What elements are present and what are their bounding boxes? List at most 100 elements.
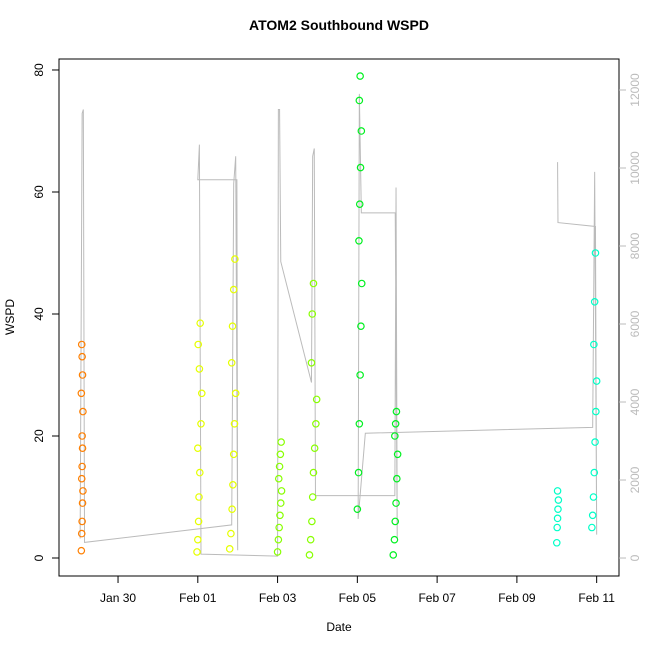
point	[308, 493, 317, 501]
point	[309, 279, 318, 288]
point	[194, 517, 203, 526]
point	[195, 468, 204, 477]
point	[277, 438, 285, 446]
point	[194, 444, 202, 452]
point	[592, 377, 601, 385]
point	[591, 438, 599, 446]
point	[229, 450, 238, 459]
point	[589, 493, 598, 501]
point	[552, 538, 561, 547]
point	[197, 419, 205, 428]
x-tick-label: Feb 01	[179, 591, 217, 605]
point	[308, 517, 316, 526]
point	[355, 96, 364, 105]
point	[308, 310, 317, 318]
altitude-line	[79, 93, 598, 557]
y-tick-label: 20	[32, 429, 46, 443]
point	[354, 468, 363, 477]
point	[310, 444, 319, 452]
point	[229, 285, 238, 294]
point	[553, 514, 562, 523]
point	[392, 407, 401, 416]
point	[79, 407, 87, 416]
point	[357, 322, 365, 330]
point	[393, 474, 401, 483]
point	[231, 389, 240, 398]
point	[312, 419, 320, 428]
y-tick-label: 0	[32, 554, 46, 561]
x-tick-label: Feb 05	[339, 591, 377, 605]
point	[78, 517, 86, 526]
point	[277, 487, 286, 495]
y2-tick-label: 2000	[628, 466, 642, 493]
point	[312, 395, 321, 404]
point	[357, 279, 366, 288]
point	[553, 523, 561, 532]
point	[390, 535, 399, 544]
point	[309, 468, 318, 477]
point	[554, 505, 562, 514]
point	[195, 493, 203, 501]
point	[356, 371, 364, 379]
point	[194, 535, 202, 544]
point	[276, 511, 284, 520]
point	[273, 548, 282, 556]
point	[274, 535, 283, 544]
point	[306, 535, 315, 544]
point	[195, 365, 204, 373]
point	[78, 432, 86, 440]
point	[357, 127, 366, 135]
point	[225, 545, 234, 553]
y2-tick-label: 6000	[628, 310, 642, 337]
y-tick-label: 40	[32, 307, 46, 321]
y2-tick-label: 8000	[628, 232, 642, 259]
point	[229, 481, 237, 489]
point	[355, 236, 363, 245]
point	[355, 200, 364, 208]
x-axis-label: Date	[326, 620, 352, 634]
point	[305, 551, 314, 559]
point	[592, 407, 600, 416]
point	[197, 389, 206, 398]
x-tick-label: Feb 09	[498, 591, 536, 605]
point	[389, 551, 398, 559]
point	[227, 358, 236, 367]
point	[193, 548, 201, 556]
y2-tick-label: 0	[628, 554, 642, 561]
point	[78, 462, 86, 471]
point	[78, 499, 87, 507]
plot-frame	[58, 58, 620, 577]
point	[196, 319, 204, 327]
point	[356, 72, 364, 80]
x-tick-label: Feb 11	[578, 591, 615, 605]
point	[307, 358, 316, 367]
y-tick-label: 80	[32, 63, 46, 77]
point	[194, 340, 203, 349]
point	[78, 371, 87, 379]
point	[230, 419, 239, 428]
point	[591, 249, 600, 257]
x-tick-label: Feb 03	[259, 591, 297, 605]
point	[554, 496, 563, 504]
point	[588, 523, 596, 532]
point	[392, 499, 400, 507]
point	[231, 255, 239, 263]
point	[227, 529, 235, 538]
point	[77, 546, 86, 555]
point	[77, 529, 86, 538]
point	[391, 517, 400, 526]
x-tick-label: Feb 07	[418, 591, 456, 605]
point	[274, 474, 283, 483]
point	[356, 163, 365, 172]
point	[276, 450, 285, 459]
point	[79, 487, 87, 495]
point	[353, 505, 362, 514]
y2-tick-label: 4000	[628, 388, 642, 415]
point	[393, 450, 402, 459]
x-tick-label: Jan 30	[100, 591, 136, 605]
point	[275, 462, 284, 471]
y2-tick-label: 10000	[628, 151, 642, 185]
y-tick-label: 60	[32, 185, 46, 199]
y2-tick-label: 12000	[628, 73, 642, 107]
